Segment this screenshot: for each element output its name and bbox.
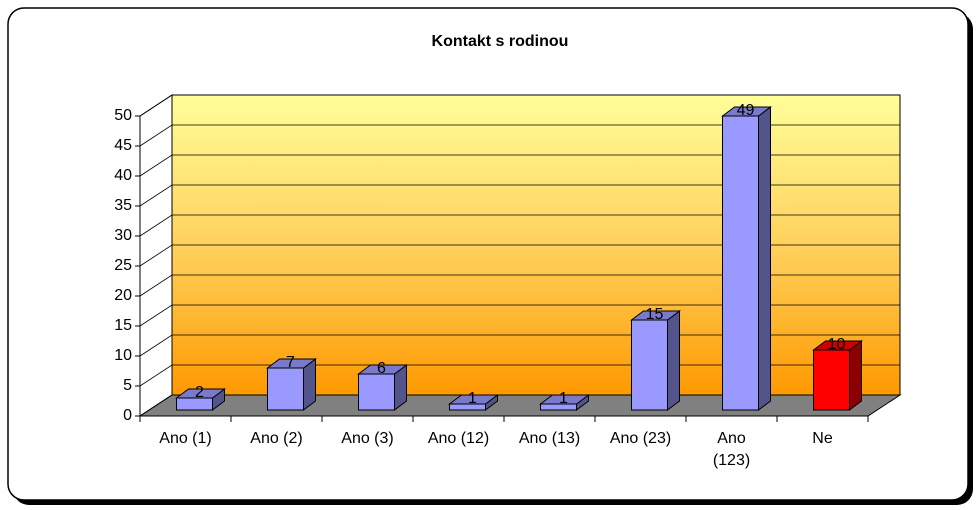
data-label: 10 [828,336,846,353]
x-tick-label: Ano (3) [341,430,394,447]
bar [631,319,668,411]
x-tick-label: Ano (13) [518,430,581,447]
bar [176,397,213,411]
y-tick-label: 30 [114,227,132,244]
bar [813,349,850,411]
floor [138,394,902,417]
grid-line [139,184,900,207]
y-tick-label: 0 [123,407,132,424]
y-tick-label: 15 [114,317,132,334]
data-label: 49 [737,102,755,119]
y-tick-label: 20 [114,287,132,304]
y-tick-label: 40 [114,167,132,184]
x-tick-label: Ano (23) [609,430,672,447]
data-label: 15 [646,306,664,323]
x-tick-label: Ano (1) [159,430,212,447]
x-tick-label: Ano (123) [712,430,751,469]
bar-side [849,340,862,411]
bar [267,367,304,411]
grid-line [139,274,900,297]
bar [540,403,577,411]
y-tick-label: 10 [114,347,132,364]
x-tick-label: Ano (2) [250,430,303,447]
y-tick-label: 45 [114,137,132,154]
bar-side [667,310,680,411]
grid-line [139,214,900,237]
y-tick-label: 35 [114,197,132,214]
grid-line [139,244,900,267]
grid-line [139,124,900,147]
data-label: 7 [286,354,295,371]
bar-side [758,106,771,411]
y-tick-label: 50 [114,107,132,124]
x-tick-label: Ne [812,430,833,447]
data-label: 1 [559,390,568,407]
data-label: 6 [377,360,386,377]
y-tick-label: 5 [123,377,132,394]
bar [449,403,486,411]
bar [358,373,395,411]
data-label: 1 [468,390,477,407]
data-label: 2 [195,384,204,401]
grid-line [139,304,900,327]
x-tick-label: Ano (12) [427,430,490,447]
grid-line [139,154,900,177]
bar [722,115,759,411]
grid-line [139,94,900,117]
y-tick-label: 25 [114,257,132,274]
chart-title: Kontakt s rodinou [432,33,569,50]
